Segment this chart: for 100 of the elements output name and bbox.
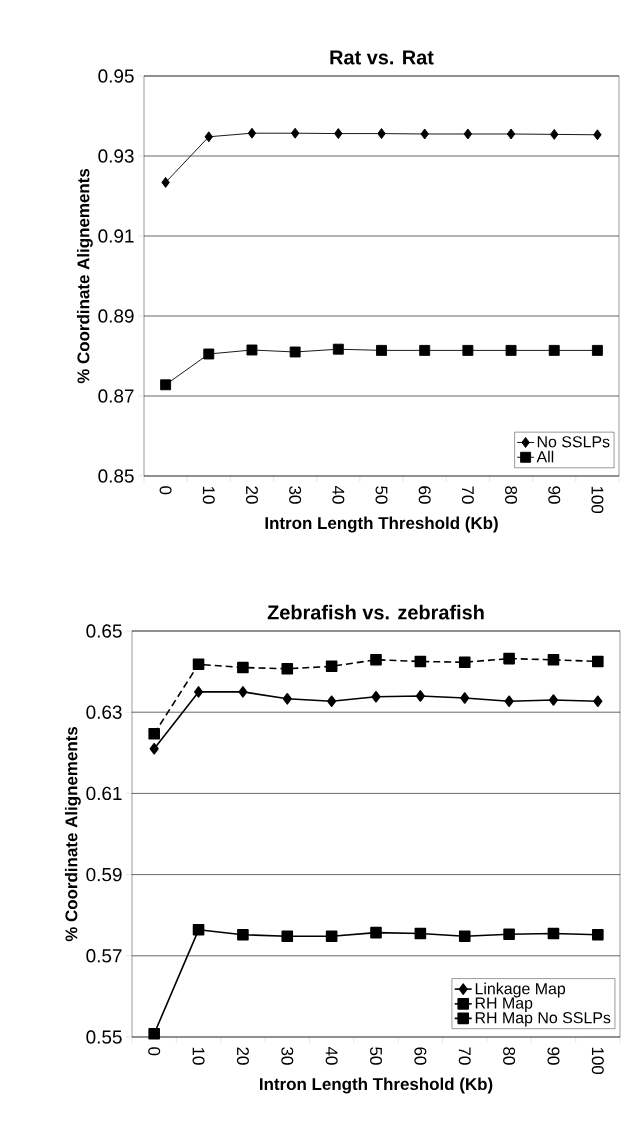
x-tick-label: 30 [289,486,302,504]
point [281,662,294,675]
x-tick-label: 60 [418,486,431,504]
x-tick-label: 40 [332,485,345,504]
x-tick-label: 0 [159,486,172,495]
point [547,654,560,666]
y-tick-label: 0.85 [98,469,134,483]
y-tick-label: 0.91 [98,229,134,243]
point [458,656,471,669]
point [325,660,338,673]
x-axis-title: Intron Length Threshold (Kb) [265,516,498,533]
y-axis-title: % Coordinate Alignements [76,168,93,384]
x-tick-label: 20 [245,486,258,504]
point [503,928,515,941]
chart-title: Rat vs. Rat [330,50,434,65]
point [419,344,431,356]
point [149,742,159,755]
y-tick-label: 0.59 [86,867,122,882]
point [460,692,470,704]
y-tick-label: 0.95 [98,69,134,83]
point [371,690,381,703]
x-tick-label: 40 [325,1046,338,1065]
point [463,128,473,140]
point [414,655,427,668]
x-tick-label: 20 [236,1047,249,1065]
point [506,128,516,140]
point [192,924,205,936]
point [281,930,294,943]
x-tick-label: 60 [414,1047,427,1065]
x-tick-label: 100 [591,1047,604,1075]
point [593,129,602,141]
x-tick-label: 10 [192,1047,205,1065]
point [161,176,170,188]
x-axis-title: Intron Length Threshold (Kb) [260,1077,493,1094]
point [247,127,257,139]
legend-label: All [536,450,554,463]
y-tick-label: 0.89 [98,309,134,323]
x-tick-label: 80 [505,486,518,504]
x-tick-label: 50 [370,1047,382,1065]
point [593,695,603,708]
y-tick-label: 0.65 [86,624,122,638]
point [246,344,258,356]
point [503,652,515,665]
point [414,927,427,940]
point [548,344,560,356]
y-tick-label: 0.63 [86,705,122,719]
y-tick-label: 0.61 [86,786,122,801]
y-axis-title: % Coordinate Alignements [64,726,81,942]
point [591,344,603,356]
point [160,379,172,391]
x-tick-label: 0 [148,1047,161,1056]
y-tick-label: 0.87 [98,389,134,403]
legend-label: RH Map No SSLPs [475,1012,611,1027]
point [237,661,249,674]
point [376,344,387,356]
point [327,695,337,708]
point [237,928,249,941]
x-tick-label: 100 [591,486,604,514]
y-tick-label: 0.57 [86,949,122,963]
point [548,694,559,706]
x-tick-label: 80 [503,1047,516,1065]
chart-title: Zebrafish vs. zebrafish [267,604,484,620]
point [204,131,213,143]
x-tick-label: 90 [547,1047,560,1065]
point [148,1027,160,1040]
point [415,690,425,702]
y-tick-label: 0.93 [98,149,134,163]
legend-label: RH Map [475,997,533,1012]
x-tick-label: 50 [375,486,388,504]
point [458,930,471,943]
point [504,695,514,708]
legend-label: Linkage Map [475,982,566,998]
x-tick-label: 70 [461,486,474,504]
x-tick-label: 10 [202,486,215,504]
point [290,127,300,139]
point [334,128,343,140]
point [192,658,205,671]
x-tick-label: 30 [281,1047,294,1065]
point [505,344,517,356]
point [194,686,204,698]
point [238,686,248,698]
point [370,654,382,666]
x-tick-label: 90 [548,486,561,504]
point [325,930,338,943]
legend-label: No SSLPs [537,436,610,448]
y-tick-label: 0.55 [86,1030,122,1044]
point [370,926,382,939]
point [550,128,559,140]
point [592,655,604,668]
point [148,727,160,740]
point [282,693,292,705]
point [420,128,429,140]
point [289,346,301,358]
x-tick-label: 70 [458,1047,471,1065]
point [203,348,215,360]
point [462,344,474,356]
point [547,927,560,940]
point [332,343,344,355]
point [592,928,604,941]
point [377,128,386,140]
